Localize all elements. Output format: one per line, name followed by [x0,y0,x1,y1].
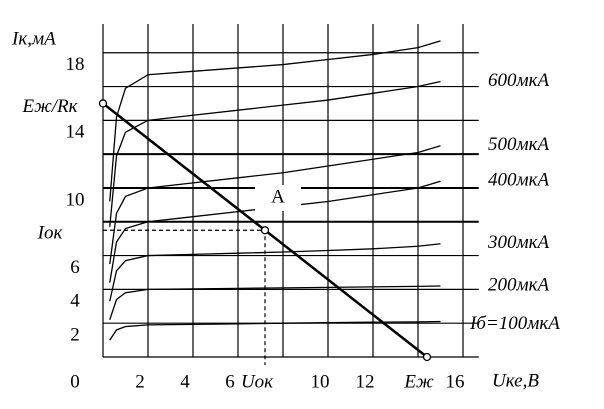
legend-label: 400мкА [488,170,550,191]
legend-label: 300мкА [487,232,550,253]
y-axis-label: Iк,мА [11,28,56,49]
legend-label: 200мкА [488,274,550,295]
q-point [260,226,270,235]
y-tick-label: 2 [70,325,80,346]
characteristic-curve [109,243,441,302]
characteristic-curve [109,145,441,265]
y-tick-label: 6 [70,257,80,278]
characteristic-curve [109,180,441,283]
x-tick-label: Eж [403,371,434,392]
characteristic-curve [109,320,441,341]
characteristic-curve [109,285,441,321]
x-tick-label: 4 [180,371,190,392]
legend-label: Iб=100мкА [469,313,560,334]
y-tick-label: Iок [37,223,64,244]
x-axis-label: Uке,В [492,370,539,391]
load-line-end [422,352,432,362]
x-tick-label: Uок [241,371,274,392]
legend-label: 500мкА [488,134,550,155]
x-tick-label: 2 [135,371,145,392]
x-tick-label: 0 [70,371,80,392]
x-tick-label: 6 [225,371,235,392]
q-projection [103,229,266,365]
y-tick-label: Eж/Rк [21,96,78,117]
y-tick-label: 18 [66,54,85,75]
y-tick-label: 14 [66,122,86,143]
annotation-bg [255,185,301,211]
x-tick-label: 10 [311,371,330,392]
x-tick-label: 12 [356,371,375,392]
y-tick-label: 10 [66,189,85,210]
legend-label: 600мкА [488,70,550,91]
annotation: A [271,186,285,207]
characteristic-curve [109,80,441,227]
y-tick-label: 4 [70,291,80,312]
characteristic-curve [109,40,441,202]
load-line-end [98,99,108,108]
x-tick-label: 16 [446,371,465,392]
